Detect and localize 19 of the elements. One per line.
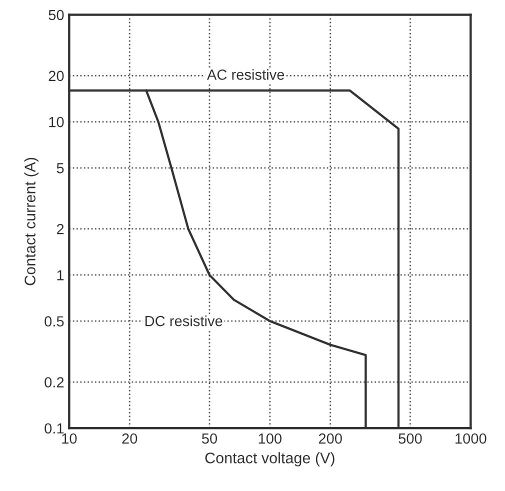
y-tick-label: 5 [56, 163, 64, 174]
annotation: DC resistive [146, 316, 222, 326]
y-tick-label: 1 [57, 270, 64, 280]
y-tick-label: 2 [56, 224, 64, 234]
y-tick-label: 0.2 [44, 377, 64, 388]
y-tick-label: 0.5 [44, 316, 64, 327]
y-tick-label: 10 [49, 116, 64, 128]
y-tick-label: 50 [48, 10, 64, 20]
x-axis-title: Contact voltage (V) [205, 452, 334, 466]
x-tick-label: 20 [122, 433, 138, 444]
x-tick-label: 50 [202, 433, 218, 444]
x-tick-label: 1000 [456, 433, 486, 444]
y-tick-label: 20 [48, 70, 64, 82]
annotation: AC resistive [206, 69, 284, 80]
x-tick-label: 500 [398, 433, 422, 444]
x-tick-label: 200 [318, 433, 342, 444]
y-tick-label: 0.1 [44, 423, 64, 434]
x-tick-label: 100 [258, 433, 282, 444]
y-axis-title: Contact current (A) [24, 158, 38, 286]
